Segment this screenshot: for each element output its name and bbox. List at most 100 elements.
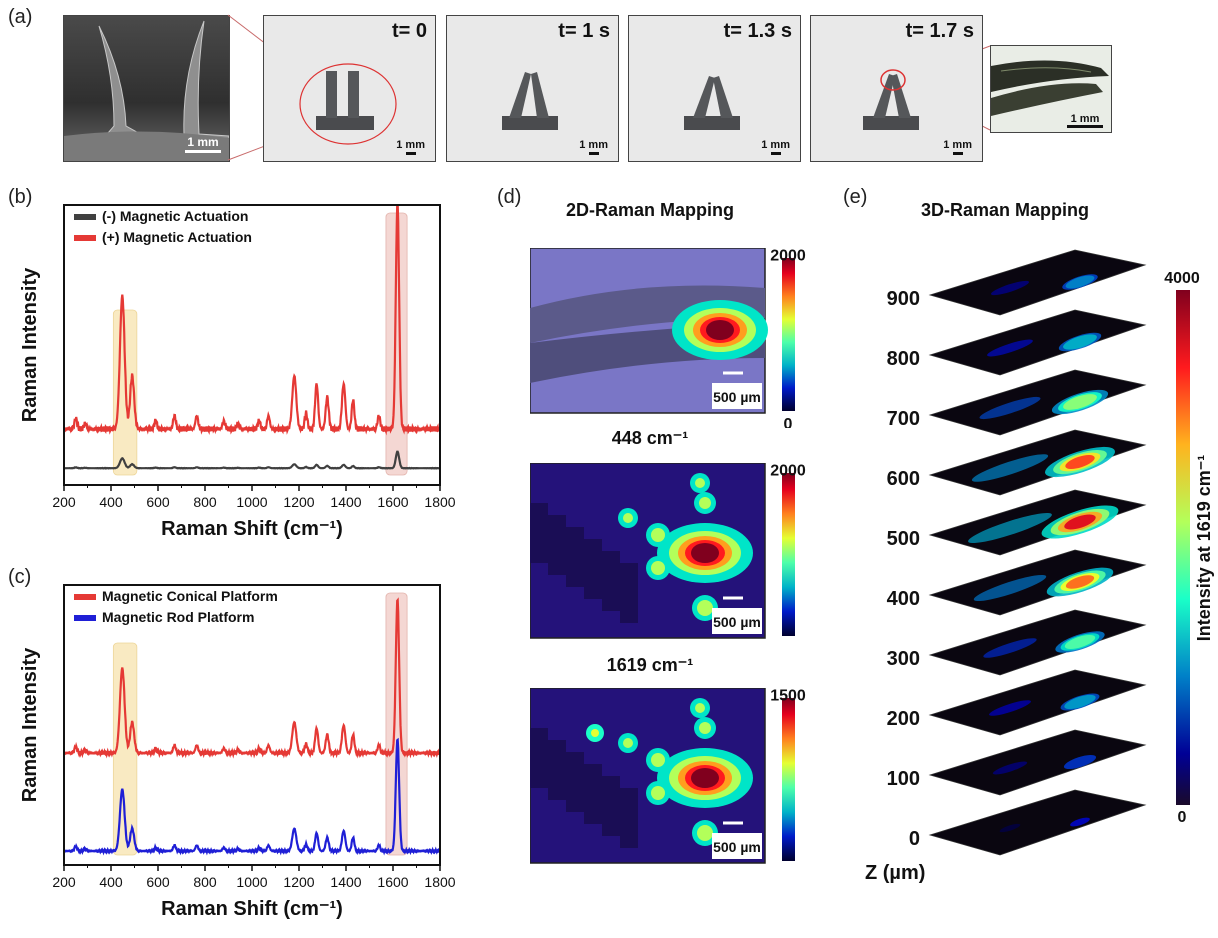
map-hotspot <box>691 543 719 563</box>
x-tick-label: 600 <box>146 874 170 890</box>
x-tick-label: 1000 <box>236 874 267 890</box>
stack-colorbar <box>1176 290 1190 805</box>
map-texture <box>548 740 566 800</box>
slice-hotspot <box>1063 334 1097 350</box>
z-tick-label: 100 <box>887 768 920 790</box>
x-tick-label: 1600 <box>377 874 408 890</box>
frame-time-label: t= 1.7 s <box>905 20 974 42</box>
device-bending <box>502 72 558 130</box>
frame-time-label: t= 0 <box>391 20 427 42</box>
z-tick-label: 300 <box>887 648 920 670</box>
scale-label: 500 µm <box>713 389 761 405</box>
panel-c-label: (c) <box>8 566 32 588</box>
slice-streak <box>979 396 1041 420</box>
slice-hotspot <box>1065 455 1095 469</box>
legend-label: (+) Magnetic Actuation <box>102 229 252 245</box>
x-tick-label: 200 <box>52 494 76 510</box>
map-caption: 448 cm⁻¹ <box>611 428 689 448</box>
raman-map: 500 µm 2000 0 <box>530 248 806 428</box>
map-texture <box>620 788 638 848</box>
device-closed <box>863 69 919 130</box>
colorbar <box>782 698 795 861</box>
frame-t0: t= 0 1 mm <box>263 15 436 162</box>
x-tick-label: 400 <box>99 874 123 890</box>
z-tick-label: 200 <box>887 708 920 730</box>
map-spot <box>651 786 665 800</box>
frame-scale-bar: 1 mm <box>943 139 972 155</box>
map-texture <box>584 764 602 824</box>
map-caption: 1619 cm⁻¹ <box>606 655 694 675</box>
zoom-scale-bar: 1 mm <box>1067 113 1103 128</box>
slice-hotspot <box>1064 514 1096 530</box>
slice-streak <box>968 512 1052 544</box>
z-tick-label: 800 <box>887 348 920 370</box>
map-spot <box>697 825 713 841</box>
x-tick-label: 1200 <box>283 874 314 890</box>
map-texture <box>620 563 638 623</box>
map-texture <box>602 776 620 836</box>
colorbar-max: 2000 <box>770 248 806 264</box>
spectrum-line <box>63 204 442 436</box>
frame-t1: t= 1 s 1 mm <box>446 15 619 162</box>
z-tick-label: 700 <box>887 408 920 430</box>
slice-hotspot <box>1064 694 1096 710</box>
z-tick-label: 400 <box>887 588 920 610</box>
legend-swatch <box>74 214 96 220</box>
slice-hotspot <box>1070 817 1090 827</box>
map-texture <box>548 515 566 575</box>
panel-d-title: 2D-Raman Mapping <box>565 200 734 220</box>
x-tick-label: 1800 <box>424 494 455 510</box>
map-texture <box>530 503 548 563</box>
x-tick-label: 1000 <box>236 494 267 510</box>
slice-streak <box>990 280 1030 296</box>
colorbar-max: 1500 <box>770 688 806 704</box>
slice-streak <box>987 339 1033 357</box>
z-tick-label: 0 <box>909 828 920 850</box>
device-closing <box>684 76 740 130</box>
map-spot <box>651 561 665 575</box>
map-hotspot <box>706 320 734 340</box>
map-texture <box>602 551 620 611</box>
z-slice <box>928 789 1147 856</box>
map-spot <box>697 600 713 616</box>
y-axis-label: Raman Intensity <box>19 647 41 802</box>
slice-hotspot <box>1065 275 1095 289</box>
z-slice <box>928 729 1147 796</box>
slice-streak <box>989 700 1031 716</box>
map-spot <box>623 738 633 748</box>
zoom-tips-drawing <box>991 60 1109 116</box>
y-axis-label: Raman Intensity <box>19 267 41 422</box>
frame-scale-bar: 1 mm <box>579 139 608 155</box>
sem-spikes-drawing <box>64 20 229 161</box>
scale-box <box>712 833 762 859</box>
z-tick-label: 900 <box>887 288 920 310</box>
z-slice <box>928 669 1147 736</box>
device-open <box>299 63 397 145</box>
scale-label: 500 µm <box>713 839 761 855</box>
slice-hotspot <box>1064 634 1096 650</box>
colorbar-min: 0 <box>784 416 793 428</box>
stack-colorbar-min: 0 <box>1178 809 1187 826</box>
x-tick-label: 1400 <box>330 874 361 890</box>
legend-swatch <box>74 615 96 621</box>
map-spot <box>695 478 705 488</box>
slice-streak <box>999 823 1021 833</box>
x-axis-label: Raman Shift (cm⁻¹) <box>161 898 343 920</box>
x-tick-label: 200 <box>52 874 76 890</box>
scale-box <box>712 608 762 634</box>
colorbar-min: 0 <box>784 866 793 868</box>
x-tick-label: 1400 <box>330 494 361 510</box>
raman-map: 500 µm 2000 0 <box>530 463 806 643</box>
panel-b-label: (b) <box>8 186 33 208</box>
highlight-band <box>385 592 408 856</box>
frame-scale-bar: 1 mm <box>761 139 790 155</box>
slice-streak <box>992 761 1028 775</box>
frame-time-label: t= 1.3 s <box>723 20 792 42</box>
map-spot <box>651 753 665 767</box>
map-texture <box>566 752 584 812</box>
map-tip-shape <box>530 285 765 343</box>
raman-map: 500 µm 1500 0 <box>530 688 806 868</box>
frame-scale-bar: 1 mm <box>396 139 425 155</box>
map-spot <box>699 497 711 509</box>
colorbar-min: 0 <box>784 641 793 643</box>
